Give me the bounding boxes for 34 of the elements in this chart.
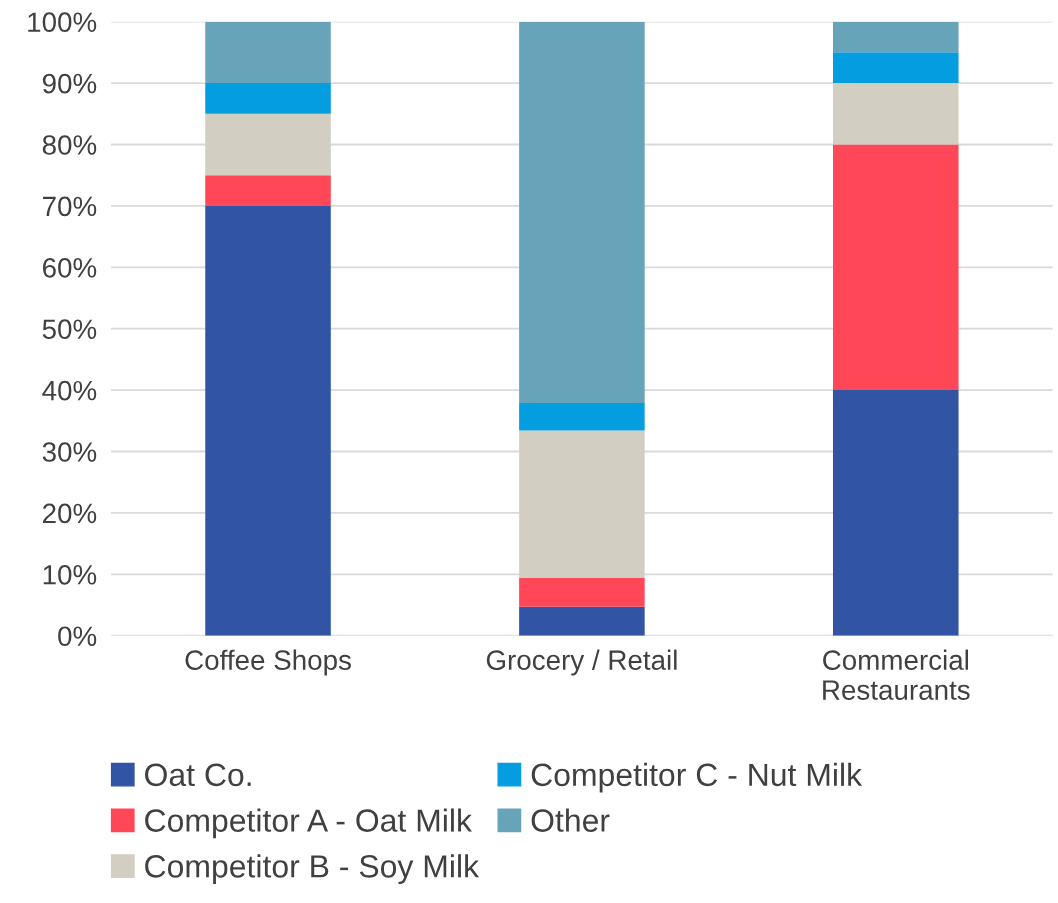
y-tick-label: 30% — [42, 442, 97, 462]
bar — [833, 83, 959, 145]
y-tick-label: 100% — [28, 12, 97, 33]
y-tick-label: 90% — [42, 73, 97, 94]
bar — [205, 175, 331, 206]
y-tick-label: 70% — [43, 196, 97, 217]
bar — [833, 144, 959, 391]
bar — [205, 21, 331, 84]
y-tick-label: 80% — [42, 135, 97, 155]
x-tick-label: Grocery / Retail — [486, 649, 677, 676]
bar — [519, 577, 645, 607]
bar — [519, 430, 645, 578]
bar — [519, 402, 645, 431]
x-tick-label: Commercial Restaurants — [823, 649, 970, 700]
bar — [833, 52, 959, 84]
y-tick-label: 40% — [42, 380, 97, 401]
bar — [205, 113, 331, 176]
bar — [205, 205, 331, 636]
legend-label: Competitor C - Nut Milk — [531, 762, 863, 793]
legend-label: Other — [531, 808, 610, 832]
legend-label: Competitor B - Soy Milk — [145, 854, 480, 884]
y-tick-label: 50% — [42, 319, 97, 340]
bar — [833, 21, 959, 53]
legend-label: Oat Co. — [145, 763, 251, 787]
bar — [519, 606, 645, 636]
y-tick-label: 20% — [43, 503, 97, 524]
x-tick-label: Coffee Shops — [185, 649, 351, 676]
y-tick-label: 10% — [43, 564, 97, 585]
y-tick-label: 60% — [43, 257, 97, 278]
y-tick-label: 0% — [58, 626, 97, 647]
bar — [519, 21, 645, 403]
bar — [205, 83, 331, 114]
bar — [833, 390, 959, 636]
legend-label: Competitor A - Oat Milk — [145, 808, 473, 839]
